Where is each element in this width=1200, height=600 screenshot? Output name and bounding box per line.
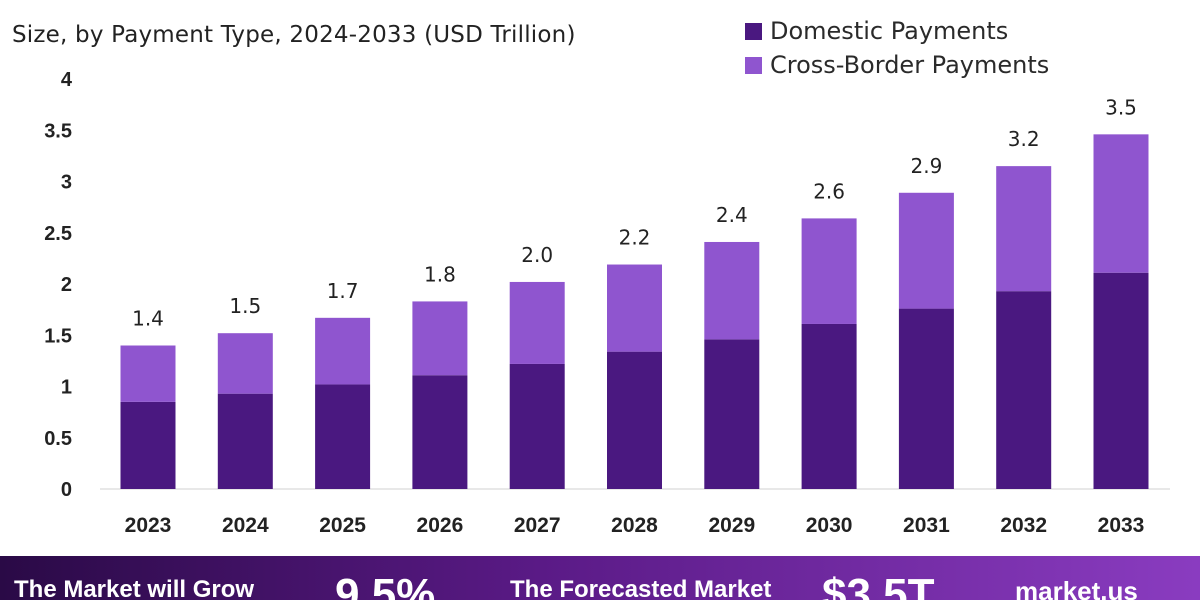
bar-cross-border <box>996 166 1052 292</box>
y-tick-label: 0.5 <box>44 428 72 450</box>
footer-forecast-text: The Forecasted Market <box>510 576 772 600</box>
bar-cross-border <box>509 281 565 364</box>
y-tick-label: 2.5 <box>44 223 72 245</box>
footer-grow-text: The Market will Grow <box>14 576 255 600</box>
bar-total-label: 2.6 <box>813 179 845 203</box>
footer-cagr-value: 9.5% <box>335 570 436 600</box>
legend-item-domestic: Domestic Payments <box>745 14 1049 48</box>
x-tick-label: 2029 <box>708 514 755 537</box>
bar-domestic <box>120 401 176 489</box>
bar-cross-border <box>315 317 371 385</box>
x-tick-label: 2033 <box>1098 514 1145 537</box>
bar-total-label: 1.4 <box>132 307 164 331</box>
x-tick-label: 2030 <box>806 514 853 537</box>
y-tick-label: 4 <box>61 69 73 91</box>
footer-forecast-value: $3.5T <box>822 570 935 600</box>
legend-label-cross-border: Cross-Border Payments <box>770 51 1050 79</box>
bar-cross-border <box>1093 134 1149 273</box>
footer-source-text: market.us <box>1015 576 1138 600</box>
bar-total-label: 1.5 <box>229 294 261 318</box>
legend-item-cross-border: Cross-Border Payments <box>745 48 1049 82</box>
chart-subtitle: Size, by Payment Type, 2024-2033 (USD Tr… <box>12 22 576 48</box>
bar-cross-border <box>801 218 857 324</box>
bar-total-label: 3.2 <box>1008 127 1040 151</box>
stacked-bar-chart: 0 0.5 1 1.5 2 2.5 3 3.5 4 1.4 2023 1.5 2024 1.7 2025 1.… <box>44 69 1170 537</box>
y-tick-label: 1 <box>61 377 72 399</box>
bar-domestic <box>315 384 371 489</box>
bar-total-label: 2.0 <box>521 243 553 267</box>
bar-total-label: 2.2 <box>619 226 651 250</box>
y-tick-label: 3 <box>61 172 72 194</box>
x-tick-label: 2028 <box>611 514 658 537</box>
bar-cross-border <box>704 241 760 340</box>
bar-cross-border <box>412 301 468 376</box>
legend-swatch-domestic <box>745 22 762 40</box>
bar-domestic <box>801 323 857 489</box>
footer-banner: The Market will Grow 9.5% The Forecasted… <box>0 556 1200 600</box>
bar-domestic <box>607 351 662 489</box>
bar-total-label: 3.5 <box>1105 95 1137 119</box>
legend-label-domestic: Domestic Payments <box>770 17 1009 45</box>
x-tick-label: 2025 <box>319 514 366 537</box>
legend: Domestic Payments Cross-Border Payments <box>745 14 1049 82</box>
x-tick-label: 2032 <box>1000 514 1047 537</box>
bar-domestic <box>217 393 273 489</box>
bar-cross-border <box>898 192 954 309</box>
bar-domestic <box>996 291 1052 489</box>
y-tick-label: 3.5 <box>44 120 72 142</box>
bar-domestic <box>1093 272 1149 489</box>
bar-total-label: 1.8 <box>424 262 456 286</box>
bar-domestic <box>509 363 565 489</box>
x-tick-label: 2026 <box>417 514 464 537</box>
bar-total-label: 2.4 <box>716 203 748 227</box>
x-tick-label: 2027 <box>514 514 561 537</box>
x-tick-label: 2024 <box>222 514 269 537</box>
bar-total-label: 2.9 <box>910 154 942 178</box>
bar-cross-border <box>217 333 273 394</box>
y-tick-label: 1.5 <box>44 325 72 347</box>
y-tick-label: 2 <box>61 274 72 296</box>
bar-domestic <box>898 308 954 489</box>
y-tick-label: 0 <box>61 479 72 501</box>
x-tick-label: 2031 <box>903 514 950 537</box>
bar-domestic <box>704 339 760 489</box>
bar-cross-border <box>607 264 662 352</box>
legend-swatch-cross-border <box>745 56 762 74</box>
x-tick-label: 2023 <box>125 514 172 537</box>
bar-total-label: 1.7 <box>327 279 359 303</box>
bar-domestic <box>412 375 468 489</box>
bar-cross-border <box>120 345 176 402</box>
